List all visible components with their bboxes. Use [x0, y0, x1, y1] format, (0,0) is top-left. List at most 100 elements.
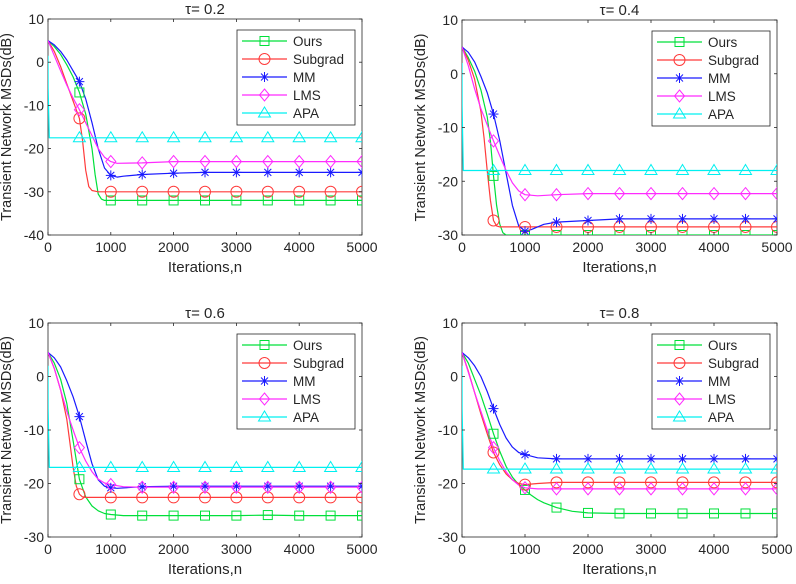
y-tick-label: -10	[438, 120, 458, 136]
marker-circle	[673, 357, 686, 369]
series-line-apa	[462, 365, 777, 470]
marker-triangle	[612, 462, 627, 474]
x-tick-label: 3000	[635, 541, 666, 557]
x-tick-label: 0	[44, 239, 52, 255]
marker-triangle	[486, 462, 501, 474]
y-tick-label: 0	[36, 54, 44, 70]
marker-circle	[708, 476, 720, 489]
marker-circle	[230, 185, 243, 198]
legend: Ours Subgrad MM LMS APA	[651, 333, 771, 430]
marker-diamond	[771, 186, 777, 201]
legend-label: Subgrad	[708, 53, 759, 68]
marker-square	[200, 195, 210, 206]
marker-diamond	[708, 482, 720, 496]
x-axis-label: Iterations,n	[582, 259, 656, 276]
x-tick-label: 1000	[95, 239, 126, 255]
marker-circle	[261, 185, 274, 198]
marker-diamond	[771, 482, 777, 496]
marker-square	[231, 195, 242, 206]
x-tick-label: 4000	[284, 541, 315, 557]
marker-triangle	[103, 460, 118, 472]
marker-star	[262, 167, 273, 178]
marker-triangle	[770, 163, 777, 175]
marker-circle	[293, 491, 306, 504]
legend-label: Ours	[708, 35, 738, 50]
marker-star	[709, 213, 719, 224]
marker-circle	[258, 357, 271, 369]
marker-circle	[261, 491, 274, 504]
marker-square	[105, 195, 116, 206]
marker-diamond	[105, 477, 117, 492]
y-tick-label: 10	[442, 315, 458, 331]
marker-star	[488, 109, 499, 120]
legend-item-subgrad: Subgrad	[657, 356, 759, 371]
marker-square	[262, 510, 273, 521]
marker-star	[740, 213, 751, 224]
marker-circle	[199, 185, 211, 198]
legend-label: LMS	[708, 89, 736, 104]
legend: Ours Subgrad MM LMS APA	[651, 30, 771, 127]
marker-triangle	[738, 163, 753, 175]
y-tick-label: -30	[24, 529, 44, 545]
marker-star	[614, 453, 625, 464]
series-line-apa	[48, 365, 362, 468]
marker-circle	[324, 185, 337, 198]
x-tick-label: 5000	[761, 239, 792, 255]
marker-star	[520, 449, 530, 460]
x-axis-label: Iterations,n	[168, 259, 242, 276]
marker-star	[551, 217, 562, 228]
marker-diamond	[550, 482, 563, 496]
subplot-title: τ= 0.4	[600, 2, 640, 19]
legend: Ours Subgrad MM LMS APA	[236, 333, 356, 430]
x-tick-label: 4000	[284, 239, 315, 255]
legend-item-apa: APA	[657, 410, 734, 425]
marker-diamond	[230, 154, 243, 169]
marker-circle	[673, 54, 686, 66]
marker-diamond	[613, 482, 626, 496]
legend-box	[651, 333, 771, 430]
marker-circle	[167, 185, 180, 198]
y-tick-label: -30	[24, 184, 44, 200]
marker-square	[677, 508, 688, 519]
marker-circle	[550, 476, 563, 489]
marker-square	[137, 195, 148, 206]
marker-diamond	[230, 480, 243, 495]
subplot-tau-0.2: 0 1000 2000 3000 4000 5000 10 0 -10 -20 -30 -40 τ= 0…	[0, 1, 378, 276]
marker-star	[488, 403, 499, 414]
marker-square	[614, 230, 625, 235]
y-tick-label: -30	[438, 529, 458, 545]
legend-item-lms: LMS	[242, 88, 321, 103]
marker-circle	[676, 476, 689, 489]
marker-triangle	[103, 130, 118, 143]
series-markers-subgrad	[73, 112, 362, 198]
x-tick-label: 0	[458, 541, 466, 557]
legend-label: Ours	[293, 338, 323, 353]
marker-triangle	[518, 163, 532, 175]
series-line-apa	[48, 55, 362, 139]
marker-circle	[356, 491, 362, 504]
series-line-ours	[462, 352, 777, 515]
marker-star	[259, 376, 270, 386]
marker-diamond	[739, 186, 752, 201]
marker-star	[231, 167, 242, 178]
marker-triangle	[549, 163, 564, 175]
y-tick-label: 0	[36, 369, 44, 385]
marker-diamond	[645, 186, 657, 201]
series-markers-lms	[73, 440, 362, 495]
x-tick-label: 1000	[95, 541, 126, 557]
legend-label: Subgrad	[293, 52, 344, 67]
marker-diamond	[258, 392, 271, 406]
marker-star	[772, 453, 777, 464]
series-line-subgrad	[462, 46, 777, 228]
marker-triangle	[72, 130, 87, 143]
marker-square	[551, 502, 562, 513]
legend-item-subgrad: Subgrad	[242, 356, 344, 371]
subplot-title: τ= 0.2	[185, 1, 225, 18]
marker-square	[200, 510, 210, 521]
marker-square	[231, 510, 242, 521]
marker-diamond	[645, 482, 657, 496]
marker-triangle	[549, 462, 564, 474]
marker-diamond	[487, 440, 500, 455]
marker-triangle	[260, 130, 275, 143]
